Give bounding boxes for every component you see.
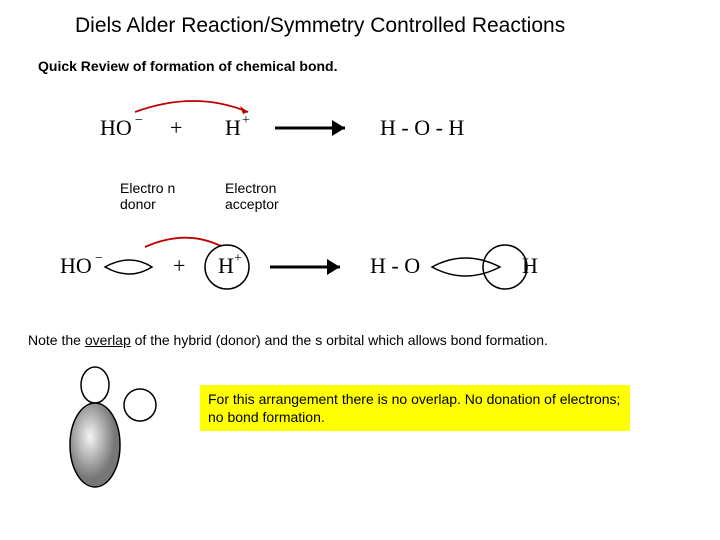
reactant1-charge: − bbox=[135, 113, 143, 128]
overlap-note: Note the overlap of the hybrid (donor) a… bbox=[28, 332, 548, 348]
subtitle: Quick Review of formation of chemical bo… bbox=[38, 58, 338, 74]
note-suffix: of the hybrid (donor) and the s orbital … bbox=[131, 332, 548, 348]
reactant2-charge-orb: + bbox=[234, 251, 242, 266]
note-underlined: overlap bbox=[85, 332, 131, 348]
p-orbital-bottom-lobe-icon bbox=[70, 403, 120, 487]
note-prefix: Note the bbox=[28, 332, 85, 348]
product-left: H - O bbox=[370, 253, 420, 278]
no-overlap-note: For this arrangement there is no overlap… bbox=[200, 385, 630, 431]
product-hybrid-orbital-icon bbox=[432, 258, 500, 276]
page-title: Diels Alder Reaction/Symmetry Controlled… bbox=[75, 14, 565, 38]
no-overlap-diagram bbox=[55, 365, 185, 495]
product-right: H bbox=[522, 253, 538, 278]
reactant2-orb: H bbox=[218, 253, 234, 278]
electron-acceptor-label: Electron acceptor bbox=[225, 180, 295, 212]
electron-donor-label: Electro n donor bbox=[120, 180, 180, 212]
reactant2: H bbox=[225, 115, 241, 140]
reactant1: HO bbox=[100, 115, 132, 140]
reactant1-charge-orb: − bbox=[95, 251, 103, 266]
hybrid-orbital-icon bbox=[105, 260, 152, 274]
reactant1-orb: HO bbox=[60, 253, 92, 278]
s-orbital-side-icon bbox=[124, 389, 156, 421]
reactant2-charge: + bbox=[242, 113, 250, 128]
equation-2: HO − + H + H - O H bbox=[60, 235, 590, 295]
product-1: H - O - H bbox=[380, 115, 464, 140]
plus-2: + bbox=[173, 253, 185, 278]
equation-1: HO − + H + H - O - H bbox=[100, 100, 520, 155]
plus-1: + bbox=[170, 115, 182, 140]
p-orbital-top-lobe-icon bbox=[81, 367, 109, 403]
